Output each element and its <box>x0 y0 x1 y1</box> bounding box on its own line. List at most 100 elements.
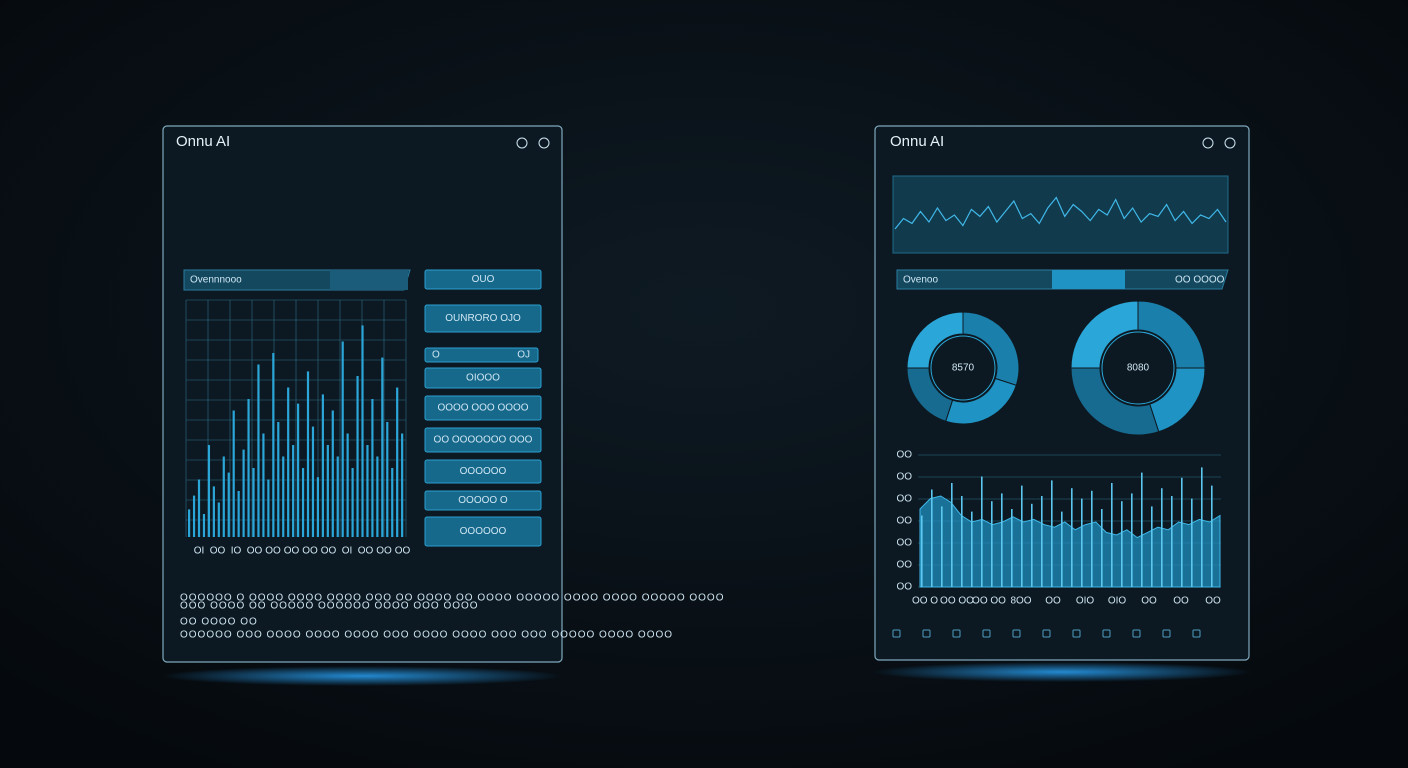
nav-icon[interactable] <box>1012 629 1021 638</box>
donut-hole <box>930 335 996 401</box>
button-label[interactable]: OOOOOO <box>460 526 507 537</box>
bar <box>282 456 285 537</box>
donut-label: 8570 <box>952 363 975 374</box>
icon[interactable] <box>1224 137 1236 149</box>
bar <box>1111 483 1113 587</box>
footer-text: OOOOOO O OOOO OOOO OOOO OOO OO OOOO OO O… <box>180 593 724 604</box>
button[interactable] <box>424 490 542 511</box>
panel-title: Onnu AI <box>176 133 230 150</box>
x-tick-label: OIO <box>1108 596 1127 607</box>
x-tick-label: IO <box>231 546 242 557</box>
nav-icon[interactable] <box>1162 629 1171 638</box>
y-tick-label: OO <box>896 472 912 483</box>
x-tick-label: OI <box>342 546 353 557</box>
x-tick-label: OO <box>1045 596 1061 607</box>
bar <box>1001 493 1003 587</box>
tab-active[interactable] <box>1052 270 1125 289</box>
nav-icon[interactable] <box>1192 629 1201 638</box>
bar <box>351 468 354 537</box>
bar <box>1181 477 1183 587</box>
bar <box>292 445 295 537</box>
bar <box>331 410 334 537</box>
icon[interactable] <box>516 137 528 149</box>
bar <box>257 364 260 537</box>
y-tick-label: OO <box>896 450 912 461</box>
bar <box>1071 488 1073 587</box>
x-tick-label: OO O <box>912 596 938 607</box>
x-tick-label: OO OO <box>972 596 1006 607</box>
bar <box>346 433 349 537</box>
button-label[interactable]: OO OOOOOOO OOO <box>434 435 533 446</box>
slider[interactable] <box>424 347 539 363</box>
y-tick-label: OO <box>896 538 912 549</box>
x-tick-label: OO <box>395 546 411 557</box>
nav-icon[interactable] <box>982 629 991 638</box>
bar <box>188 509 191 537</box>
nav-icon[interactable] <box>1132 629 1141 638</box>
bar <box>971 511 973 587</box>
x-tick-label: OO <box>358 546 374 557</box>
x-tick-label: OI <box>194 546 205 557</box>
button[interactable] <box>424 516 542 547</box>
bar <box>311 426 315 537</box>
bar <box>242 449 245 537</box>
bar <box>222 456 225 537</box>
tab-label[interactable]: Ovennnooo <box>190 275 242 286</box>
tab-label[interactable]: Ovenoo <box>903 275 938 286</box>
slider-label: O <box>432 350 440 361</box>
nav-icon[interactable] <box>1072 629 1081 638</box>
tab-label[interactable]: OO OOOO <box>1175 275 1225 286</box>
x-tick-label: 8OO <box>1010 596 1031 607</box>
bar <box>1141 472 1143 587</box>
sparkline-area <box>894 196 1227 230</box>
bar <box>356 376 359 537</box>
button[interactable] <box>424 269 542 290</box>
icon[interactable] <box>1202 137 1214 149</box>
bar <box>386 422 389 537</box>
bar <box>1031 503 1033 587</box>
bar <box>336 456 339 537</box>
button[interactable] <box>424 395 542 421</box>
button[interactable] <box>424 459 542 484</box>
bar <box>207 445 211 537</box>
tab-segment[interactable] <box>330 270 408 290</box>
y-tick-label: OO <box>896 582 912 593</box>
bar <box>252 468 255 537</box>
bar <box>1051 480 1053 587</box>
button-label[interactable]: OOOOO O <box>458 495 508 506</box>
bar <box>326 445 329 537</box>
bar <box>217 502 220 537</box>
button[interactable] <box>424 427 542 453</box>
footer-text: OO OOOO OO <box>180 617 258 628</box>
bar <box>961 496 963 587</box>
bar <box>1041 496 1043 587</box>
button-label[interactable]: OIOOO <box>466 373 500 384</box>
bar <box>227 472 230 537</box>
nav-icon[interactable] <box>1042 629 1051 638</box>
bar <box>1101 509 1103 587</box>
button-label[interactable]: OUNRORO OJO <box>445 313 521 324</box>
button-label[interactable]: OUO <box>472 274 495 285</box>
button[interactable] <box>424 304 542 333</box>
bar <box>297 403 300 537</box>
bar <box>267 479 270 537</box>
bar <box>941 506 943 587</box>
button-label[interactable]: OOOOOO <box>460 466 507 477</box>
y-tick-label: OO <box>896 494 912 505</box>
bar <box>391 468 394 537</box>
bar <box>951 483 953 587</box>
x-tick-label: OO <box>284 546 300 557</box>
icon[interactable] <box>538 137 550 149</box>
bar <box>277 422 280 537</box>
bar <box>1061 511 1063 587</box>
nav-icon[interactable] <box>922 629 931 638</box>
nav-icon[interactable] <box>892 629 901 638</box>
button-label[interactable]: OOOO OOO OOOO <box>437 403 528 414</box>
bar <box>197 479 201 537</box>
nav-icon[interactable] <box>1102 629 1111 638</box>
donut-segment <box>906 311 964 369</box>
button[interactable] <box>424 367 542 389</box>
bar <box>1151 506 1153 587</box>
nav-icon[interactable] <box>952 629 961 638</box>
panel-title: Onnu AI <box>890 133 944 150</box>
